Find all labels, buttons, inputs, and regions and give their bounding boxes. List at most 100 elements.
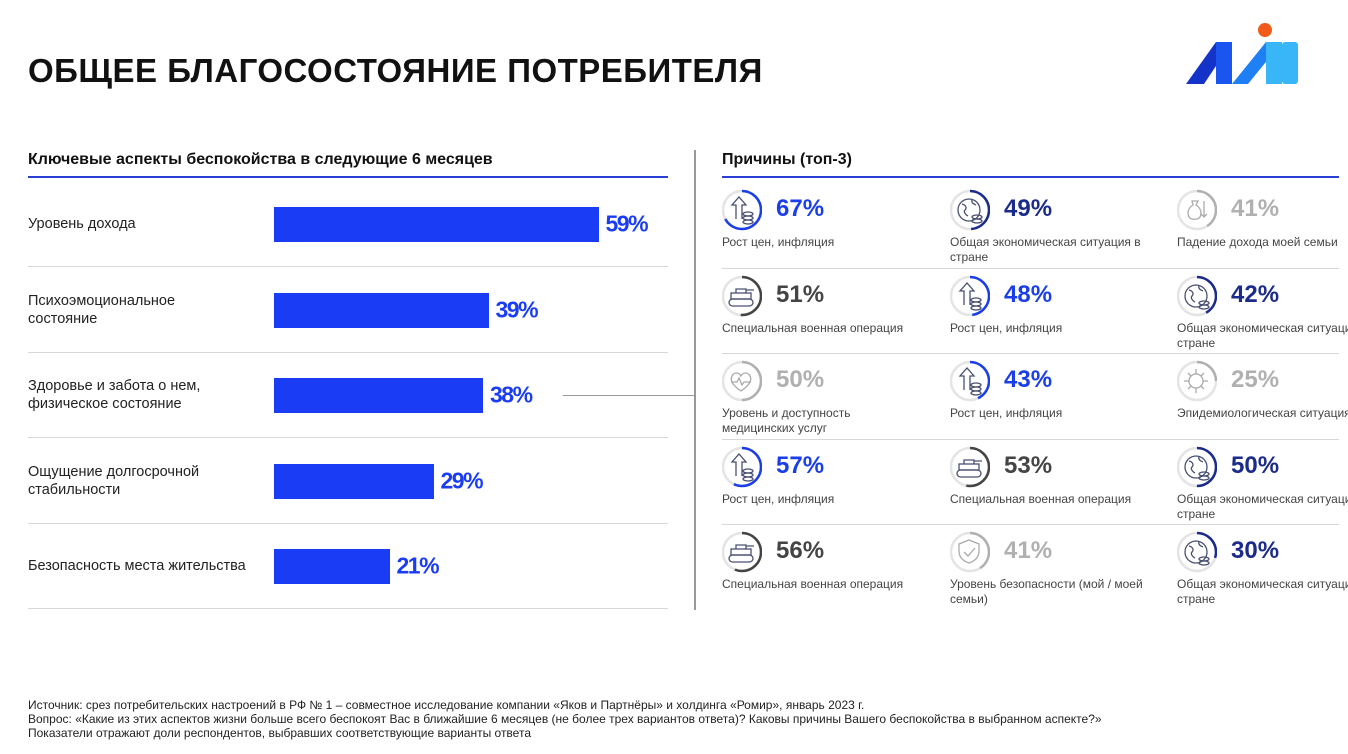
progress-ring [1177,446,1217,487]
bar-value-label: 39% [495,296,539,322]
tank-icon [950,446,990,487]
reason-cell: 50% Уровень и доступность медицинских ус… [722,356,949,441]
shield-check-icon [950,531,990,573]
progress-ring [950,275,990,316]
tank-icon [722,531,762,573]
bar-category-label: Ощущение долгосрочной стабильности [28,463,200,498]
company-logo [1186,23,1298,84]
money-bag-down-icon [1177,189,1217,231]
bar-value-label: 29% [440,467,484,493]
reason-label: Специальная военная операция [722,320,904,335]
reason-percent: 49% [1004,195,1053,222]
reason-percent: 67% [776,195,825,222]
reason-label: Общая экономическая ситуация в стране [1177,491,1348,521]
progress-ring [1177,360,1217,402]
virus-icon [1177,360,1217,402]
reason-label: Уровень безопасности (мой / моей семьи) [950,577,1143,606]
right-title-underline [722,176,1339,178]
bar-value-label: 59% [605,210,649,237]
vertical-divider [694,150,696,610]
reason-label: Рост цен, инфляция [950,406,1063,420]
progress-ring [722,360,762,402]
connector-line [563,395,694,396]
progress-ring [950,189,990,231]
reason-percent: 41% [1231,195,1280,222]
grid-divider [722,438,1339,440]
reason-cell: 67% Рост цен, инфляция [722,185,949,270]
bar [274,207,599,242]
reason-cell: 41% Падение дохода моей семьи [1177,185,1348,270]
price-growth-icon [950,275,990,316]
globe-coins-icon [1177,446,1217,487]
reason-cell: 50% Общая экономическая ситуация в стран… [1177,442,1348,527]
globe-coins-icon [1177,275,1217,316]
reason-cell: 43% Рост цен, инфляция [950,356,1177,441]
footer-note: Показатели отражают доли респондентов, в… [28,726,531,740]
reason-cell: 42% Общая экономическая ситуация в стран… [1177,271,1348,356]
page-title: ОБЩЕЕ БЛАГОСОСТОЯНИЕ ПОТРЕБИТЕЛЯ [28,52,763,89]
footer-source: Источник: срез потребительских настроени… [28,698,865,712]
price-growth-icon [950,360,990,402]
bar-row: Уровень дохода 59% [28,182,668,267]
bar-value-label: 21% [396,552,440,579]
price-growth-icon [722,446,762,487]
bar-category-label: Психоэмоциональное состояние [28,292,176,327]
grid-divider [722,524,1339,525]
reason-cell: 48% Рост цен, инфляция [950,271,1177,356]
bar-row: Психоэмоциональное состояние 39% [28,268,668,353]
reason-percent: 30% [1231,537,1280,564]
bar-row: Ощущение долгосрочной стабильности 29% [28,439,668,524]
globe-coins-icon [1177,531,1217,573]
progress-ring [1177,531,1217,573]
progress-ring [950,360,990,402]
reason-label: Падение дохода моей семьи [1177,235,1338,249]
bar-category-label: Уровень дохода [28,216,136,232]
reason-label: Уровень и доступность медицинских услуг [722,406,851,435]
reason-percent: 53% [1004,451,1053,479]
heart-pulse-icon [722,360,762,402]
reason-cell: 56% Специальная военная операция [722,527,949,612]
reason-label: Специальная военная операция [950,491,1132,506]
progress-ring [950,446,990,487]
bar [274,463,434,499]
reason-percent: 41% [1004,537,1053,564]
reason-cell: 57% Рост цен, инфляция [722,442,949,527]
reason-cell: 49% Общая экономическая ситуация в стран… [950,185,1177,270]
reason-cell: 51% Специальная военная операция [722,271,949,356]
reason-percent: 50% [776,366,825,393]
reason-label: Эпидемиологическая ситуация [1177,406,1348,420]
bar-value-label: 38% [490,381,533,408]
reason-cell: 41% Уровень безопасности (мой / моей сем… [950,527,1177,612]
reason-percent: 50% [1231,451,1280,479]
progress-ring [1177,275,1217,316]
right-section-title: Причины (топ-3) [722,151,852,168]
reason-label: Специальная военная операция [722,577,904,591]
reason-percent: 57% [776,451,825,479]
footer-notes: Источник: срез потребительских настроени… [28,698,1102,740]
grid-divider [722,353,1339,354]
grid-divider [722,267,1339,269]
reason-label: Общая экономическая ситуация в стране [1177,577,1348,606]
progress-ring [722,446,762,487]
bar [274,292,489,328]
reason-percent: 42% [1231,280,1280,308]
reason-cell: 30% Общая экономическая ситуация в стран… [1177,527,1348,612]
progress-ring [722,531,762,573]
footer-question: Вопрос: «Какие из этих аспектов жизни бо… [28,712,1102,726]
reason-percent: 25% [1231,366,1280,393]
reason-label: Рост цен, инфляция [722,491,835,506]
reason-cell: 25% Эпидемиологическая ситуация [1177,356,1348,441]
reason-percent: 51% [776,280,825,308]
progress-ring [722,275,762,316]
progress-ring [722,189,762,231]
bar-category-label: Безопасность места жительства [28,558,246,574]
progress-ring [1177,189,1217,231]
left-title-underline [28,176,668,178]
bar [274,549,390,584]
tank-icon [722,275,762,316]
left-section-title: Ключевые аспекты беспокойства в следующи… [28,151,493,168]
reason-label: Общая экономическая ситуация в стране [1177,320,1348,350]
reason-label: Рост цен, инфляция [722,235,835,249]
reason-percent: 48% [1004,280,1053,308]
bar-category-label: Здоровье и забота о нем, физическое сост… [28,378,201,412]
